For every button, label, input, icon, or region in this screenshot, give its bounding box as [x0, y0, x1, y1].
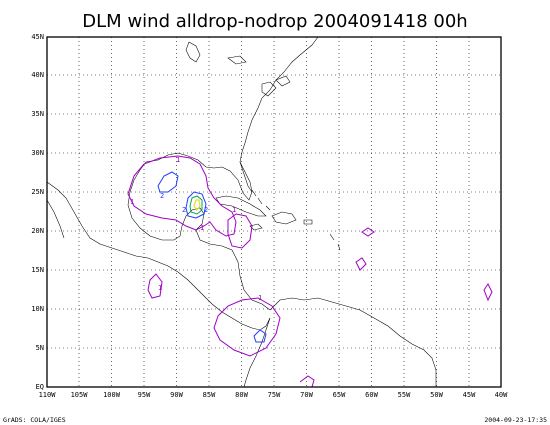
contour-label: 1 [232, 206, 236, 214]
lat-label: 20N [31, 227, 44, 235]
lon-label: 70W [300, 391, 313, 399]
lat-label: 10N [31, 305, 44, 313]
coastlines [46, 36, 437, 388]
lon-label: 40W [495, 391, 508, 399]
contour-label: 1 [200, 224, 204, 232]
graticule [47, 37, 501, 387]
contour-label: 1 [258, 294, 262, 302]
lon-label: 60W [365, 391, 378, 399]
lon-label: 80W [235, 391, 248, 399]
contour-label: 2 [204, 206, 208, 214]
footer-credit: GrADS: COLA/IGES [3, 416, 66, 424]
latitude-labels: EQ 5N 10N 15N 20N 25N 30N 35N 40N 45N [31, 33, 44, 391]
lon-label: 105W [71, 391, 89, 399]
lat-label: EQ [36, 383, 44, 391]
lat-label: 15N [31, 266, 44, 274]
contour-label-group: 1 1 1 1 1 1 2 2 2 [130, 156, 262, 302]
contour-label: 1 [176, 156, 180, 164]
lon-label: 50W [430, 391, 443, 399]
contour-label: 2 [160, 192, 164, 200]
contour-label: 1 [158, 284, 162, 292]
map-title: DLM wind alldrop-nodrop 2004091418 00h [82, 11, 467, 32]
lon-label: 90W [170, 391, 183, 399]
longitude-labels: 110W 105W 100W 95W 90W 85W 80W 75W 70W 6… [39, 391, 509, 399]
lon-label: 55W [398, 391, 411, 399]
lat-label: 30N [31, 149, 44, 157]
lon-label: 65W [333, 391, 346, 399]
lat-label: 35N [31, 110, 44, 118]
lon-label: 100W [103, 391, 121, 399]
lon-label: 110W [39, 391, 57, 399]
lat-label: 40N [31, 71, 44, 79]
lat-label: 45N [31, 33, 44, 41]
lat-label: 5N [36, 344, 44, 352]
lon-label: 45W [463, 391, 476, 399]
lon-label: 85W [203, 391, 216, 399]
contour-label: 2 [182, 206, 186, 214]
lat-label: 25N [31, 188, 44, 196]
contour-lines [127, 155, 493, 388]
lon-label: 95W [138, 391, 151, 399]
map-frame [46, 36, 502, 388]
footer-timestamp: 2004-09-23-17:35 [484, 416, 547, 424]
contour-label: 1 [130, 198, 134, 206]
lon-label: 75W [268, 391, 281, 399]
